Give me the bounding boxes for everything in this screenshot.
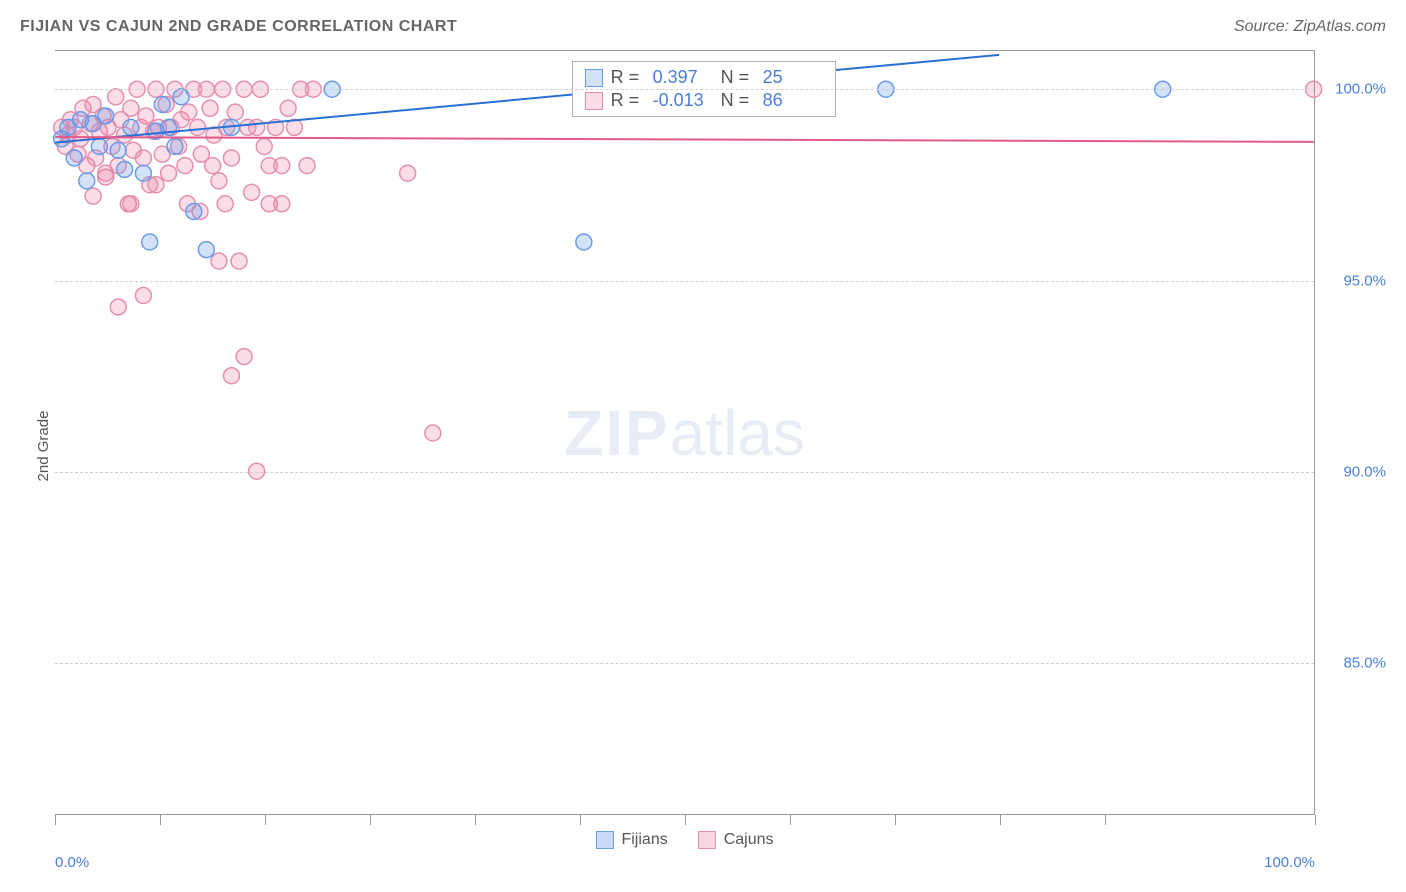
chart-title: FIJIAN VS CAJUN 2ND GRADE CORRELATION CH… [20,18,457,36]
scatter-point [280,100,296,116]
scatter-point [186,203,202,219]
scatter-point [108,89,124,105]
x-tick-mark [160,815,161,825]
scatter-point [425,425,441,441]
legend-swatch [698,831,716,849]
scatter-point [110,142,126,158]
legend-row: R =-0.013N =86 [585,90,823,111]
grid-line [55,89,1314,90]
scatter-point [211,253,227,269]
scatter-point [123,100,139,116]
x-tick-mark [370,815,371,825]
grid-line [55,663,1314,664]
legend-swatch [585,69,603,87]
scatter-point [181,104,197,120]
y-tick-label: 100.0% [1335,81,1386,98]
scatter-point [299,158,315,174]
scatter-point [256,139,272,155]
x-tick-label: 100.0% [1264,854,1315,871]
scatter-point [236,349,252,365]
scatter-point [261,158,277,174]
regression-line [55,137,1313,142]
scatter-point [190,119,206,135]
scatter-point [148,177,164,193]
scatter-point [138,108,154,124]
scatter-point [576,234,592,250]
scatter-point [244,184,260,200]
scatter-point [135,287,151,303]
source-attribution: Source: ZipAtlas.com [1234,18,1386,36]
plot-svg [55,51,1314,815]
scatter-point [249,119,265,135]
scatter-point [142,234,158,250]
grid-line [55,472,1314,473]
x-tick-mark [265,815,266,825]
scatter-point [123,196,139,212]
legend-swatch [595,831,613,849]
scatter-point [91,139,107,155]
scatter-point [110,299,126,315]
plot-area: ZIPatlas R =0.397N =25R =-0.013N =86 Fij… [55,50,1315,815]
scatter-point [135,165,151,181]
x-tick-mark [1105,815,1106,825]
scatter-point [154,96,170,112]
scatter-point [211,173,227,189]
legend-swatch [585,92,603,110]
scatter-point [231,253,247,269]
x-tick-mark [475,815,476,825]
scatter-point [98,108,114,124]
x-tick-mark [895,815,896,825]
scatter-point [177,158,193,174]
scatter-point [198,242,214,258]
x-tick-label: 0.0% [55,854,89,871]
x-tick-mark [685,815,686,825]
scatter-point [227,104,243,120]
scatter-point [135,150,151,166]
scatter-point [274,196,290,212]
legend-item: Fijians [595,831,667,849]
scatter-point [400,165,416,181]
series-legend: Fijians Cajuns [595,831,773,849]
scatter-point [161,165,177,181]
y-axis-label: 2nd Grade [35,411,52,482]
legend-label: Cajuns [724,831,774,849]
grid-line [55,281,1314,282]
y-tick-label: 85.0% [1343,655,1386,672]
scatter-point [117,161,133,177]
legend-row: R =0.397N =25 [585,67,823,88]
scatter-point [79,173,95,189]
scatter-point [202,100,218,116]
scatter-point [173,89,189,105]
scatter-point [85,188,101,204]
regression-line [55,55,999,143]
x-tick-mark [790,815,791,825]
scatter-point [167,139,183,155]
y-tick-label: 90.0% [1343,463,1386,480]
scatter-point [217,196,233,212]
scatter-point [66,150,82,166]
scatter-point [98,165,114,181]
scatter-point [224,150,240,166]
x-tick-mark [55,815,56,825]
scatter-point [123,119,139,135]
x-tick-mark [1315,815,1316,825]
legend-item: Cajuns [698,831,774,849]
legend-label: Fijians [621,831,667,849]
scatter-point [205,158,221,174]
x-tick-mark [1000,815,1001,825]
x-tick-mark [580,815,581,825]
correlation-chart: FIJIAN VS CAJUN 2ND GRADE CORRELATION CH… [0,0,1406,892]
y-tick-label: 95.0% [1343,272,1386,289]
scatter-point [224,368,240,384]
